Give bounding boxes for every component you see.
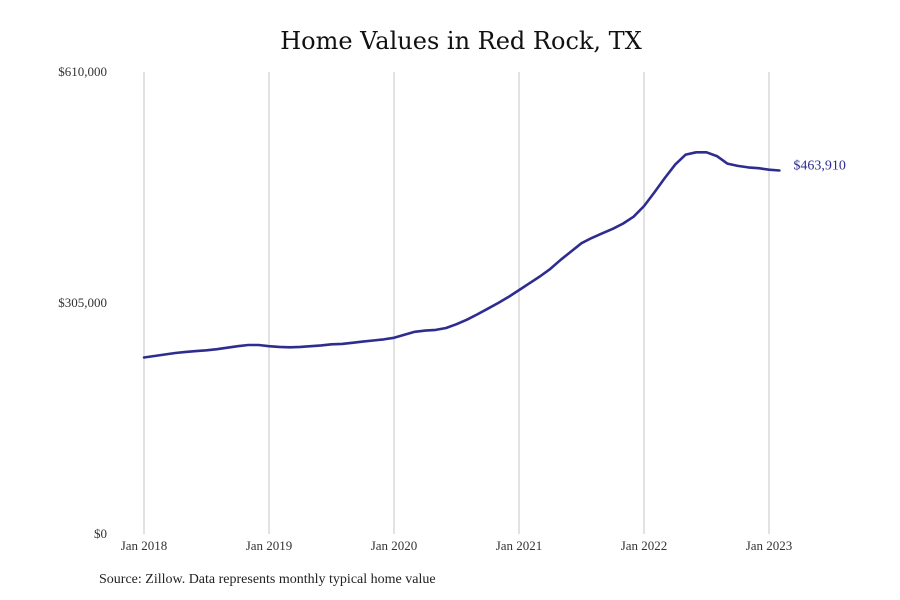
end-value-label: $463,910 xyxy=(793,158,846,173)
source-note: Source: Zillow. Data represents monthly … xyxy=(99,572,436,587)
y-tick-label: $0 xyxy=(94,526,107,541)
series-line xyxy=(142,151,781,359)
x-tick-label: Jan 2022 xyxy=(621,538,668,553)
x-tick-label: Jan 2020 xyxy=(371,538,418,553)
y-tick-label: $610,000 xyxy=(58,64,107,79)
x-axis-ticks: Jan 2018 Jan 2019 Jan 2020 Jan 2021 Jan 2022… xyxy=(121,538,793,553)
y-axis-ticks: $0 $305,000 $610,000 xyxy=(58,64,107,541)
x-tick-label: Jan 2019 xyxy=(246,538,293,553)
grid-lines xyxy=(143,72,770,534)
x-tick-label: Jan 2023 xyxy=(746,538,793,553)
x-tick-label: Jan 2018 xyxy=(121,538,168,553)
x-tick-label: Jan 2021 xyxy=(496,538,543,553)
chart-title: Home Values in Red Rock, TX xyxy=(280,27,642,55)
y-tick-label: $305,000 xyxy=(58,295,107,310)
